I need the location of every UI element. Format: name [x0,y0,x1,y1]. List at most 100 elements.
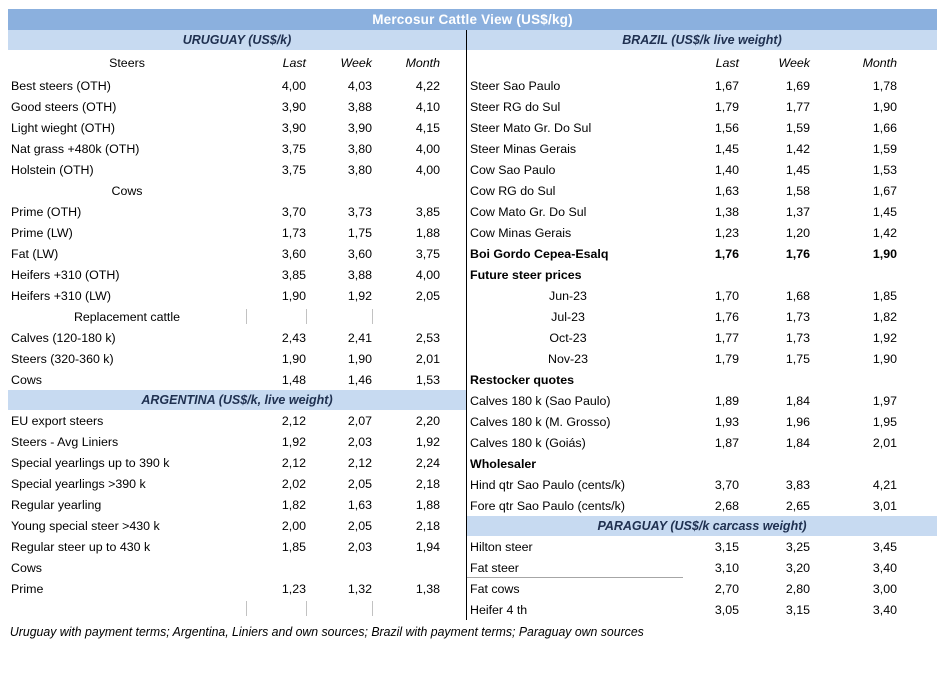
value-last: 1,23 [714,225,739,240]
table-row [8,599,466,617]
page-title: Mercosur Cattle View (US$/kg) [372,12,573,27]
value-month: 4,00 [415,162,440,177]
table-row: Calves 180 k (Sao Paulo) 1,89 1,84 1,97 [467,390,937,411]
value-week: 1,73 [785,309,810,324]
report-title-bar: Mercosur Cattle View (US$/kg) [8,9,937,30]
table-row: Cow Sao Paulo 1,40 1,45 1,53 [467,159,937,180]
table-row: Jul-23 1,76 1,73 1,82 [467,306,937,327]
value-last [246,309,306,324]
value-month: 2,01 [415,351,440,366]
table-row: Young special steer >430 k 2,00 2,05 2,18 [8,515,466,536]
row-label: Special yearlings up to 390 k [11,455,170,470]
row-label: Steer RG do Sul [470,99,561,114]
row-label: Replacement cattle [73,309,181,324]
row-label: Young special steer >430 k [11,518,160,533]
row-label: Steer Minas Gerais [470,141,577,156]
value-week: 2,03 [347,434,372,449]
value-month [372,309,440,324]
row-label: Wholesaler [470,456,537,471]
value-week: 1,68 [785,288,810,303]
column-header-week: Week [340,55,372,70]
value-week: 3,20 [785,560,810,575]
value-month: 3,40 [872,560,897,575]
value-last: 3,75 [281,162,306,177]
brazil-paraguay-panel: BRAZIL (US$/k live weight) Last Week Month S… [467,30,937,620]
value-month: 1,90 [872,99,897,114]
table-row: Regular yearling 1,82 1,63 1,88 [8,494,466,515]
value-last: 1,23 [281,581,306,596]
value-month: 1,53 [872,162,897,177]
value-month: 4,21 [872,477,897,492]
value-week: 1,90 [347,351,372,366]
value-last [246,600,306,616]
row-label: Special yearlings >390 k [11,476,146,491]
table-row: Prime 1,23 1,32 1,38 [8,578,466,599]
row-label: Hind qtr Sao Paulo (cents/k) [470,477,625,492]
table-row: Future steer prices [467,264,937,285]
value-last: 2,02 [281,476,306,491]
value-week: 2,80 [785,581,810,596]
value-month: 3,00 [872,581,897,596]
value-month: 1,42 [872,225,897,240]
table-row: Cow Minas Gerais 1,23 1,20 1,42 [467,222,937,243]
value-last: 1,82 [281,497,306,512]
value-last: 3,05 [714,602,739,617]
value-week: 1,58 [785,183,810,198]
row-label: Best steers (OTH) [11,78,111,93]
value-last: 1,92 [281,434,306,449]
value-week: 3,88 [347,267,372,282]
value-last: 3,75 [281,141,306,156]
row-label: Jul-23 [551,309,585,324]
row-label: Cow Sao Paulo [470,162,556,177]
value-week: 1,96 [785,414,810,429]
value-week: 1,37 [785,204,810,219]
value-week: 1,75 [347,225,372,240]
value-last: 2,70 [714,581,739,596]
row-label: Heifers +310 (LW) [11,288,111,303]
value-week: 2,12 [347,455,372,470]
section-header: PARAGUAY (US$/k carcass weight) [467,516,937,536]
column-header-last: Last [715,55,739,70]
row-label: Cow Mato Gr. Do Sul [470,204,587,219]
row-label: Cow Minas Gerais [470,225,572,240]
value-last: 2,43 [281,330,306,345]
row-label: Calves 180 k (Goiás) [470,435,586,450]
value-last: 1,67 [714,78,739,93]
value-last: 1,77 [714,330,739,345]
value-month: 1,88 [415,225,440,240]
table-row: Special yearlings up to 390 k 2,12 2,12 2,2… [8,452,466,473]
table-row: Calves 180 k (M. Grosso) 1,93 1,96 1,95 [467,411,937,432]
table-row: Heifer 4 th 3,05 3,15 3,40 [467,599,937,620]
table-row: Cow RG do Sul 1,63 1,58 1,67 [467,180,937,201]
value-week: 1,84 [785,393,810,408]
value-week: 1,45 [785,162,810,177]
row-label: Holstein (OTH) [11,162,94,177]
value-last: 3,70 [714,477,739,492]
column-header-week: Week [778,55,810,70]
table-row: Steer Mato Gr. Do Sul 1,56 1,59 1,66 [467,117,937,138]
value-week: 2,05 [347,518,372,533]
table-row: Nov-23 1,79 1,75 1,90 [467,348,937,369]
column-header-month: Month [405,55,440,70]
value-month: 4,15 [415,120,440,135]
value-last: 1,73 [281,225,306,240]
value-last: 3,85 [281,267,306,282]
value-month: 1,85 [872,288,897,303]
value-last: 3,15 [714,539,739,554]
value-week [306,309,372,324]
row-label: Fore qtr Sao Paulo (cents/k) [470,498,625,513]
report-body: URUGUAY (US$/k) Steers Last Week Month Best s… [8,30,937,620]
value-last: 1,90 [281,351,306,366]
value-week: 3,73 [347,204,372,219]
value-last: 1,79 [714,351,739,366]
value-month: 1,78 [872,78,897,93]
value-week: 3,80 [347,141,372,156]
table-row: Good steers (OTH) 3,90 3,88 4,10 [8,96,466,117]
value-last: 2,00 [281,518,306,533]
row-label: Heifers +310 (OTH) [11,267,120,282]
table-row: Calves (120-180 k) 2,43 2,41 2,53 [8,327,466,348]
value-month: 2,18 [415,518,440,533]
table-row: Holstein (OTH) 3,75 3,80 4,00 [8,159,466,180]
table-row: Best steers (OTH) 4,00 4,03 4,22 [8,75,466,96]
value-week: 1,76 [785,246,810,261]
